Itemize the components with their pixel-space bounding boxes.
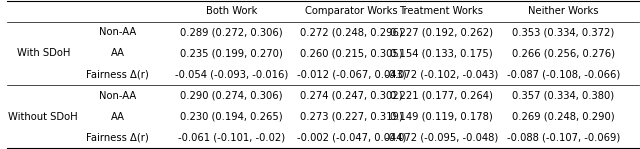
Text: With SDoH: With SDoH (17, 48, 70, 58)
Text: -0.072 (-0.095, -0.048): -0.072 (-0.095, -0.048) (385, 133, 498, 143)
Text: Both Work: Both Work (206, 6, 257, 16)
Text: -0.012 (-0.067, 0.043): -0.012 (-0.067, 0.043) (297, 69, 406, 80)
Text: -0.072 (-0.102, -0.043): -0.072 (-0.102, -0.043) (385, 69, 498, 80)
Text: Non-AA: Non-AA (99, 27, 136, 37)
Text: -0.061 (-0.101, -0.02): -0.061 (-0.101, -0.02) (178, 133, 285, 143)
Text: 0.357 (0.334, 0.380): 0.357 (0.334, 0.380) (513, 91, 614, 101)
Text: 0.227 (0.192, 0.262): 0.227 (0.192, 0.262) (390, 27, 493, 37)
Text: Without SDoH: Without SDoH (8, 112, 78, 122)
Text: 0.353 (0.334, 0.372): 0.353 (0.334, 0.372) (513, 27, 614, 37)
Text: 0.273 (0.227, 0.319): 0.273 (0.227, 0.319) (300, 112, 403, 122)
Text: -0.002 (-0.047, 0.044): -0.002 (-0.047, 0.044) (297, 133, 406, 143)
Text: 0.230 (0.194, 0.265): 0.230 (0.194, 0.265) (180, 112, 283, 122)
Text: Neither Works: Neither Works (528, 6, 598, 16)
Text: 0.269 (0.248, 0.290): 0.269 (0.248, 0.290) (512, 112, 615, 122)
Text: 0.149 (0.119, 0.178): 0.149 (0.119, 0.178) (390, 112, 493, 122)
Text: 0.266 (0.256, 0.276): 0.266 (0.256, 0.276) (512, 48, 615, 58)
Text: 0.221 (0.177, 0.264): 0.221 (0.177, 0.264) (390, 91, 493, 101)
Text: 0.154 (0.133, 0.175): 0.154 (0.133, 0.175) (390, 48, 493, 58)
Text: Fairness Δ(r): Fairness Δ(r) (86, 69, 149, 80)
Text: Comparator Works: Comparator Works (305, 6, 398, 16)
Text: -0.088 (-0.107, -0.069): -0.088 (-0.107, -0.069) (507, 133, 620, 143)
Text: Non-AA: Non-AA (99, 91, 136, 101)
Text: 0.260 (0.215, 0.305): 0.260 (0.215, 0.305) (300, 48, 403, 58)
Text: Fairness Δ(r): Fairness Δ(r) (86, 133, 149, 143)
Text: AA: AA (111, 112, 125, 122)
Text: 0.235 (0.199, 0.270): 0.235 (0.199, 0.270) (180, 48, 283, 58)
Text: 0.274 (0.247, 0.302): 0.274 (0.247, 0.302) (300, 91, 403, 101)
Text: AA: AA (111, 48, 125, 58)
Text: 0.290 (0.274, 0.306): 0.290 (0.274, 0.306) (180, 91, 283, 101)
Text: -0.054 (-0.093, -0.016): -0.054 (-0.093, -0.016) (175, 69, 288, 80)
Text: 0.289 (0.272, 0.306): 0.289 (0.272, 0.306) (180, 27, 283, 37)
Text: -0.087 (-0.108, -0.066): -0.087 (-0.108, -0.066) (507, 69, 620, 80)
Text: Treatment Works: Treatment Works (399, 6, 483, 16)
Text: 0.272 (0.248, 0.296): 0.272 (0.248, 0.296) (300, 27, 403, 37)
